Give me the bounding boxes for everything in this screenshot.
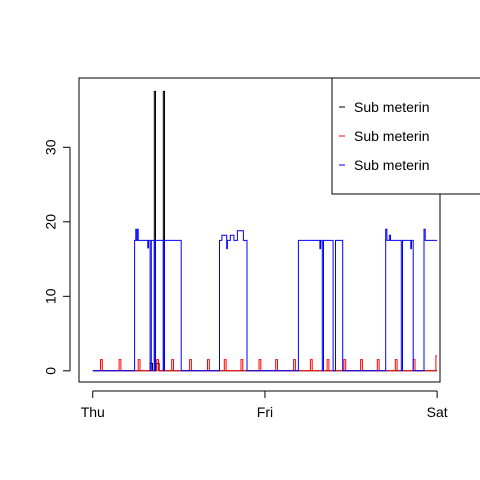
y-tick-label: 30 bbox=[43, 139, 59, 155]
legend-label-2: Sub meterin bbox=[354, 128, 429, 144]
y-axis: 0 10 20 30 bbox=[43, 139, 71, 375]
y-tick-label: 20 bbox=[43, 214, 59, 230]
x-tick-label: Fri bbox=[257, 404, 273, 420]
plot-frame bbox=[78, 77, 441, 383]
legend-label-3: Sub meterin bbox=[354, 157, 429, 173]
legend: Sub meterin Sub meterin Sub meterin bbox=[331, 77, 480, 195]
series-line-3 bbox=[92, 228, 438, 372]
legend-box bbox=[331, 77, 480, 195]
legend-label-1: Sub meterin bbox=[354, 99, 429, 115]
series-line-2 bbox=[92, 355, 438, 372]
y-tick-label: 10 bbox=[43, 288, 59, 304]
y-tick-label: 0 bbox=[43, 367, 59, 375]
x-axis: Thu Fri Sat bbox=[81, 390, 448, 420]
x-tick-label: Sat bbox=[427, 404, 448, 420]
x-tick-label: Thu bbox=[81, 404, 105, 420]
series-layer bbox=[92, 90, 438, 372]
